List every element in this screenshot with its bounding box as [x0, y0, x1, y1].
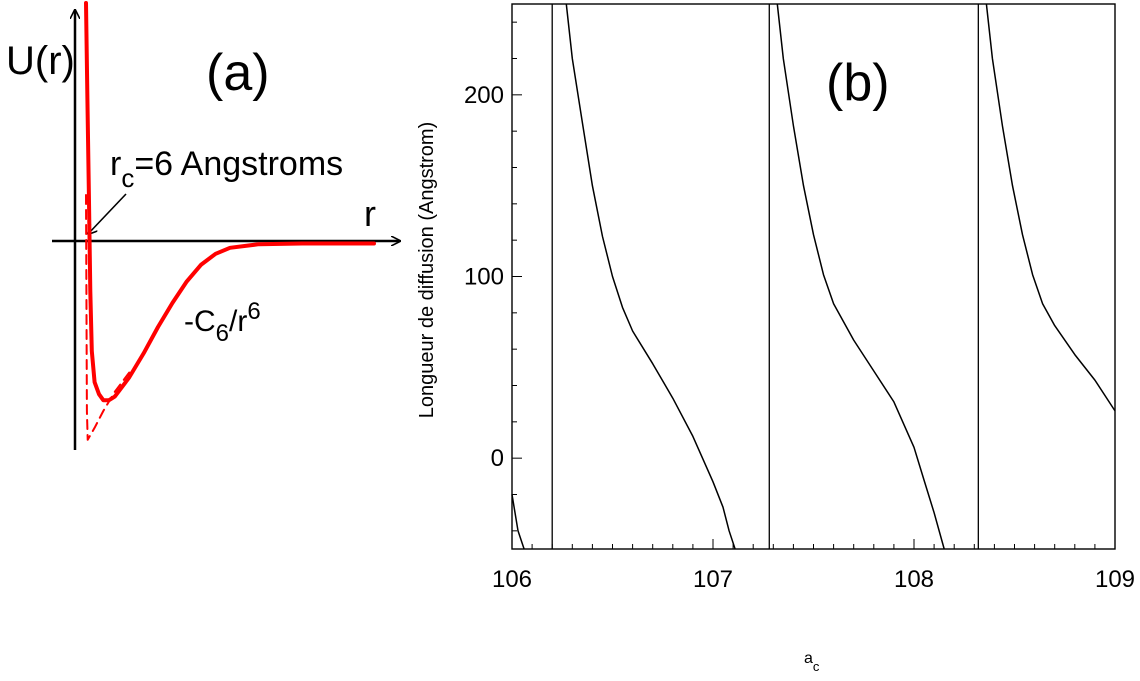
panel-a-xlabel: r — [364, 193, 376, 234]
panel-b: 106 107 108 109 0 100 200 (b) Longueur de diff… — [416, 3, 1135, 674]
potential-curve-solid — [84, 1, 376, 403]
scattering-length-branch-2 — [565, 3, 736, 550]
c6-annotation: -C6/r6 — [184, 298, 261, 347]
x-tick-label: 107 — [693, 566, 733, 593]
scattering-length-branch-1 — [511, 494, 525, 550]
panel-b-frame — [511, 3, 1116, 550]
y-tick-label: 200 — [464, 82, 504, 109]
panel-b-ylabel: Longueur de diffusion (Angstrom) — [416, 122, 438, 418]
panel-b-label: (b) — [826, 54, 890, 112]
rc-annotation: rc=6 Angstroms — [110, 145, 343, 193]
potential-curve-dashed — [85, 194, 131, 441]
y-tick-label: 0 — [491, 445, 504, 472]
panel-a: U(r) (a) r rc=6 Angstroms -C6/r6 — [6, 1, 400, 450]
scattering-length-branch-3 — [776, 3, 945, 550]
panel-b-xlabel: ac — [804, 650, 820, 674]
rc-arrow — [88, 193, 127, 234]
scattering-length-branch-4 — [985, 3, 1116, 412]
panel-a-label: (a) — [206, 44, 270, 102]
x-tick-label: 106 — [492, 566, 532, 593]
x-tick-label: 108 — [894, 566, 934, 593]
x-tick-label: 109 — [1095, 566, 1135, 593]
panel-a-ylabel: U(r) — [6, 39, 75, 83]
y-tick-label: 100 — [464, 264, 504, 291]
